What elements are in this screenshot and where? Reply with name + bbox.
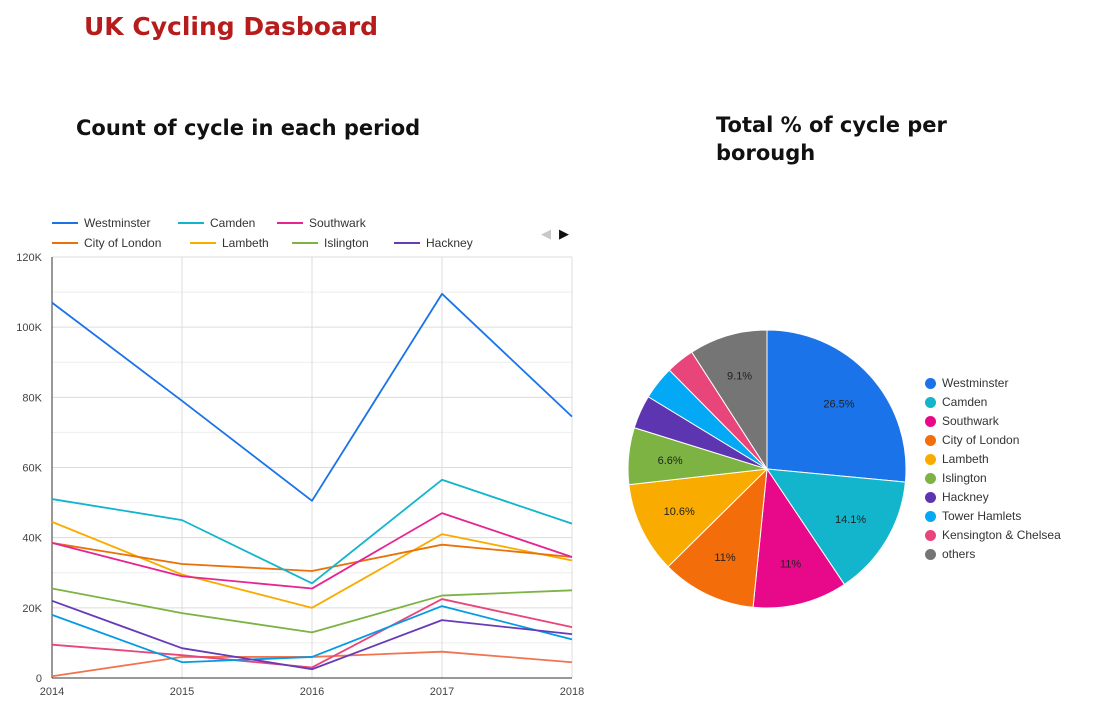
- series-line-hackney: [51, 599, 573, 671]
- legend-label: Southwark: [942, 414, 999, 428]
- pie-chart-title: Total % of cycle per borough: [716, 113, 947, 165]
- legend-label: Camden: [942, 395, 988, 409]
- y-tick-label: 100K: [16, 322, 42, 334]
- legend-label: Islington: [324, 236, 369, 250]
- pie-slice-camden: [765, 468, 906, 586]
- pie-legend-item[interactable]: Islington: [925, 471, 987, 485]
- legend-next-icon[interactable]: ▶: [559, 226, 569, 241]
- line-chart: 0 20K 40K 60K 80K 100K 120K 2014 2015 2016 2017 201…: [16, 252, 584, 698]
- pie-slice-hackney: [633, 396, 768, 470]
- pie-slice-label: 9.1%: [727, 371, 752, 383]
- series-line-camden: [51, 478, 573, 585]
- legend-label: Westminster: [84, 216, 151, 230]
- legend-label: Tower Hamlets: [942, 509, 1022, 523]
- x-tick-label: 2016: [300, 686, 324, 698]
- pie-slice-label: 11%: [780, 558, 801, 570]
- pie-slice-others: [691, 329, 768, 471]
- line-legend-item[interactable]: City of London: [52, 236, 161, 250]
- legend-label: Westminster: [942, 376, 1009, 390]
- legend-prev-icon[interactable]: ◀: [541, 226, 551, 241]
- series-line-southwark: [51, 512, 573, 590]
- y-tick-label: 40K: [22, 533, 42, 545]
- pie-legend-item[interactable]: Westminster: [925, 376, 1008, 390]
- legend-label: Islington: [942, 471, 987, 485]
- pie-slice-label: 10.6%: [664, 506, 695, 518]
- legend-label: City of London: [84, 236, 162, 250]
- pie-slice-label: 14.1%: [835, 514, 866, 526]
- legend-label: Southwark: [309, 216, 366, 230]
- line-chart-title: Count of cycle in each period: [76, 116, 421, 140]
- legend-dot: [925, 529, 936, 541]
- legend-swatch: [277, 222, 303, 224]
- pie-slice-lambeth: [628, 468, 769, 568]
- legend-dot: [925, 453, 936, 465]
- series-line-tower-hamlets: [51, 605, 573, 664]
- pie-slice-label: 26.5%: [823, 399, 854, 411]
- legend-label: Hackney: [942, 490, 989, 504]
- legend-label: Lambeth: [222, 236, 269, 250]
- pie-slice-kensington-chelsea: [668, 351, 768, 470]
- legend-label: Camden: [210, 216, 256, 230]
- pie-slice-westminster: [766, 329, 907, 483]
- legend-dot: [925, 510, 936, 522]
- series-line-city-of-london: [51, 542, 573, 572]
- legend-dot: [925, 472, 936, 484]
- y-tick-label: 60K: [22, 463, 42, 475]
- pie-legend-item[interactable]: City of London: [925, 433, 1019, 447]
- x-tick-label: 2014: [40, 686, 64, 698]
- pie-slice-tower-hamlets: [647, 369, 768, 470]
- legend-dot: [925, 415, 936, 427]
- legend-swatch: [394, 242, 420, 244]
- legend-dot: [925, 548, 936, 560]
- y-tick-label: 0: [36, 673, 42, 685]
- pie-legend-item[interactable]: others: [925, 547, 975, 561]
- line-legend-item[interactable]: Lambeth: [190, 236, 269, 250]
- legend-swatch: [52, 242, 78, 244]
- line-legend-item[interactable]: Hackney: [394, 236, 473, 250]
- pie-slice-city-of-london: [667, 467, 768, 608]
- y-tick-label: 20K: [22, 603, 42, 615]
- legend-label: Lambeth: [942, 452, 989, 466]
- legend-label: City of London: [942, 433, 1020, 447]
- x-tick-label: 2017: [430, 686, 454, 698]
- legend-swatch: [190, 242, 216, 244]
- y-tick-label: 120K: [16, 252, 42, 264]
- pie-legend-item[interactable]: Tower Hamlets: [925, 509, 1021, 523]
- legend-label: Kensington & Chelsea: [942, 528, 1061, 542]
- legend-label: Hackney: [426, 236, 473, 250]
- dashboard-title: UK Cycling Dasboard: [84, 12, 379, 41]
- series-line-westminster: [51, 292, 573, 502]
- pie-slice-label: 11%: [714, 552, 735, 564]
- line-legend-item[interactable]: Camden: [178, 216, 255, 230]
- pie-slice-islington: [627, 427, 768, 486]
- line-legend-item[interactable]: Westminster: [52, 216, 150, 230]
- pie-slice-label: 6.6%: [658, 455, 683, 467]
- pie-legend-item[interactable]: Hackney: [925, 490, 989, 504]
- pie-legend-item[interactable]: Southwark: [925, 414, 999, 428]
- legend-swatch: [178, 222, 204, 224]
- line-legend-item[interactable]: Southwark: [277, 216, 366, 230]
- line-legend-item[interactable]: Islington: [292, 236, 369, 250]
- series-line-kensington-chelsea: [51, 598, 573, 669]
- pie-legend-item[interactable]: Kensington & Chelsea: [925, 528, 1061, 542]
- x-tick-label: 2018: [560, 686, 584, 698]
- series-line-islington: [51, 587, 573, 634]
- legend-swatch: [52, 222, 78, 224]
- legend-swatch: [292, 242, 318, 244]
- pie-slice-southwark: [752, 467, 846, 609]
- legend-dot: [925, 396, 936, 408]
- legend-dot: [925, 491, 936, 503]
- y-tick-label: 80K: [22, 392, 42, 404]
- pie-legend-item[interactable]: Camden: [925, 395, 987, 409]
- x-tick-label: 2015: [170, 686, 194, 698]
- legend-dot: [925, 434, 936, 446]
- legend-dot: [925, 377, 936, 389]
- pie-legend-item[interactable]: Lambeth: [925, 452, 989, 466]
- legend-label: others: [942, 547, 976, 561]
